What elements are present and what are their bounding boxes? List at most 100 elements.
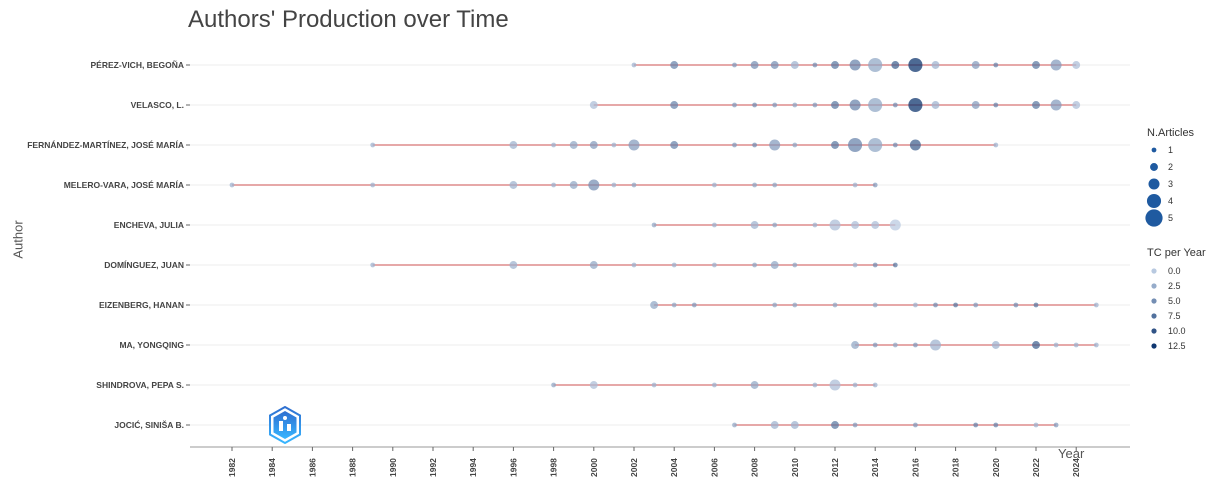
chart-title: Authors' Production over Time [188,6,509,33]
data-point [790,61,799,69]
data-point [589,101,598,109]
size-legend-label: 2 [1168,162,1173,172]
color-legend-label: 0.0 [1168,266,1181,276]
x-tick-label: 2020 [991,458,1001,477]
x-tick-label: 1986 [307,458,317,477]
data-point [971,61,980,69]
size-legend-label: 1 [1168,145,1173,155]
size-legend-label: 5 [1168,213,1173,223]
grid-lines [190,64,1130,426]
data-point [892,102,898,108]
data-point [849,59,861,71]
data-point [872,262,878,268]
data-point [772,102,778,108]
data-point [1033,422,1039,428]
data-point [631,62,637,68]
color-legend-key [1151,268,1157,274]
data-point [752,102,757,108]
data-point [569,181,578,189]
data-point [812,222,818,228]
data-point [1050,99,1062,111]
data-point [1072,101,1081,109]
data-point [832,302,838,308]
data-point [691,302,697,308]
data-point [772,182,778,188]
x-tick-label: 2018 [951,458,961,477]
data-point [829,379,841,391]
data-point [1093,342,1099,348]
color-legend-key [1151,343,1157,349]
x-tick-label: 1982 [227,458,237,477]
data-point [792,262,798,268]
x-tick-label: 1996 [508,458,518,477]
data-point [892,262,898,268]
data-point [831,421,839,429]
x-tick-label: 1990 [388,458,398,477]
data-point [868,57,883,73]
x-tick-label: 2012 [830,458,840,477]
data-point [770,421,779,429]
size-legend-key [1148,178,1160,190]
x-tick-label: 2014 [870,458,880,477]
author-label: EIZENBERG, HANAN [99,300,184,310]
data-point [831,101,839,109]
data-point [851,341,860,349]
data-point [732,62,737,68]
data-point [849,99,861,111]
data-point [712,182,717,188]
author-label: ENCHEVA, JULIA [114,220,184,230]
data-point [993,422,999,428]
data-point [752,142,757,148]
x-tick-label: 2004 [669,458,679,477]
data-point [509,181,518,189]
data-point [931,61,940,69]
data-point [611,142,617,148]
data-point [829,219,841,231]
data-point [671,302,677,308]
data-point [1050,59,1062,71]
data-point [589,141,598,149]
data-point [872,302,878,308]
color-legend-key [1151,298,1157,304]
data-point [670,141,679,149]
data-point [370,142,376,148]
x-tick-label: 2000 [589,458,599,477]
bibliometrix-logo-icon [269,406,301,444]
data-point [913,302,918,308]
author-label: JOCIĆ, SINIŠA B. [114,419,184,430]
data-point [752,182,757,188]
data-point [1053,342,1059,348]
data-point [851,221,860,229]
data-point [913,422,918,428]
x-tick-label: 2024 [1071,458,1081,477]
x-tick-label: 2006 [709,458,719,477]
author-label: FERNÁNDEZ-MARTÍNEZ, JOSÉ MARÍA [27,140,184,150]
data-point [569,141,578,149]
color-legend-label: 12.5 [1168,341,1186,351]
data-point [750,221,759,229]
x-tick-label: 2008 [750,458,760,477]
x-tick-label: 2016 [910,458,920,477]
data-point [812,62,818,68]
data-point [868,137,883,153]
y-axis-title: Author [10,220,26,259]
data-point [750,381,759,389]
data-point [589,261,598,269]
data-point [889,219,901,231]
data-point [792,102,798,108]
data-point [1093,302,1099,308]
data-point [671,262,677,268]
data-point [1032,101,1040,109]
data-point [871,221,880,229]
color-legend-label: 10.0 [1168,326,1186,336]
data-point [868,97,883,113]
author-label: SHINDROVA, PEPA S. [96,380,184,390]
x-tick-label: 2010 [790,458,800,477]
data-point [770,61,779,69]
data-point [588,179,600,191]
data-point [812,382,818,388]
data-point [892,342,898,348]
data-point [770,261,779,269]
x-tick-label: 1992 [428,458,438,477]
